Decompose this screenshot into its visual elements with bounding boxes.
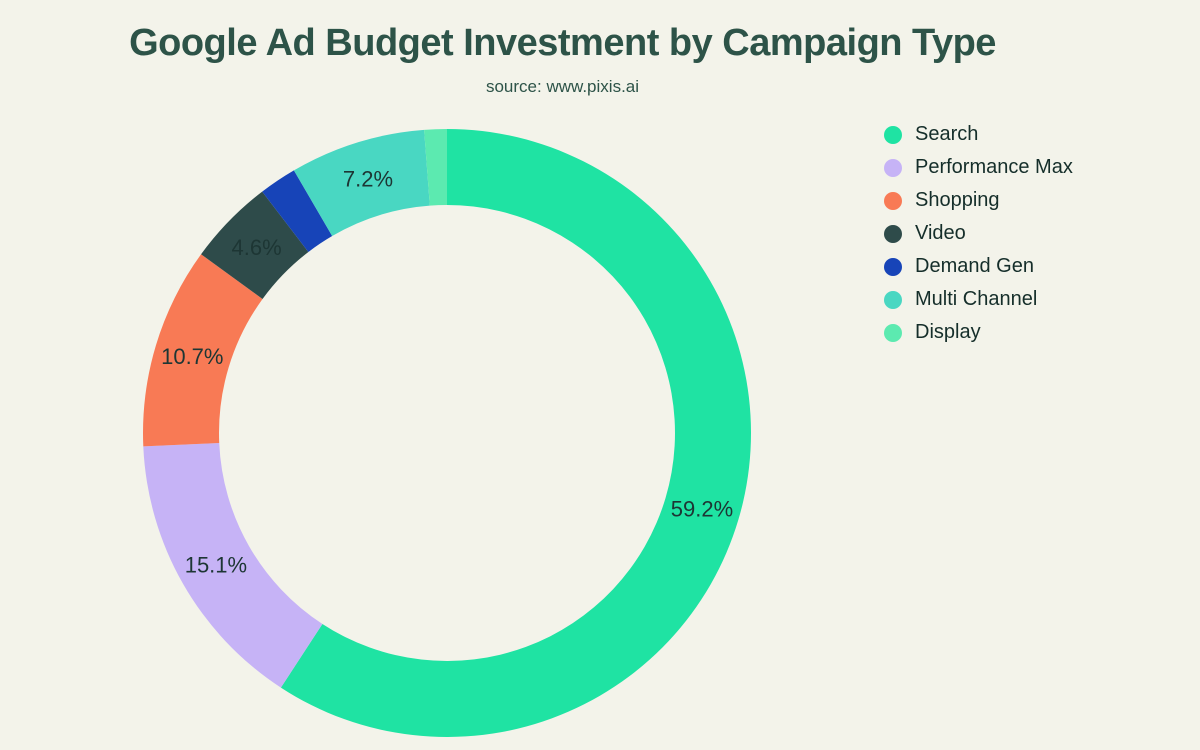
legend-label-search: Search (915, 123, 979, 145)
legend-item-search: Search (884, 123, 1073, 146)
donut-slice-multi-channel (293, 129, 430, 237)
legend-label-shopping: Shopping (915, 189, 1000, 211)
slice-label-multi-channel: 7.2% (343, 167, 393, 192)
legend-item-video: Video (884, 222, 1073, 245)
legend-swatch-multi-channel (884, 290, 902, 309)
donut-slice-demand-gen (262, 170, 333, 252)
slice-label-performance-max: 15.1% (185, 552, 247, 577)
chart-title: Google Ad Budget Investment by Campaign … (129, 22, 996, 64)
slice-label-shopping: 10.7% (161, 344, 223, 369)
legend-item-multi-channel: Multi Channel (884, 288, 1073, 311)
legend-swatch-shopping (884, 191, 902, 210)
legend-swatch-performance-max (884, 158, 902, 177)
legend-item-shopping: Shopping (884, 189, 1073, 212)
legend-swatch-display (884, 323, 902, 342)
donut-slice-search (280, 129, 752, 737)
slice-label-search: 59.2% (671, 496, 733, 521)
donut-slice-shopping (142, 254, 263, 447)
chart-header: Google Ad Budget Investment by Campaign … (0, 22, 1125, 97)
legend-swatch-video (884, 224, 902, 243)
donut-slice-display (424, 128, 447, 206)
legend-label-display: Display (915, 321, 981, 343)
legend-label-video: Video (915, 222, 966, 244)
legend-swatch-demand-gen (884, 257, 902, 276)
legend: Search Performance Max Shopping Video Demand… (884, 123, 1073, 344)
chart-subtitle: source: www.pixis.ai (485, 77, 640, 96)
slice-label-video: 4.6% (232, 235, 282, 260)
legend-label-multi-channel: Multi Channel (915, 288, 1038, 310)
legend-swatch-search (884, 125, 902, 144)
legend-label-demand-gen: Demand Gen (915, 255, 1034, 277)
donut-slice-video (201, 191, 309, 299)
legend-item-performance-max: Performance Max (884, 156, 1073, 179)
legend-label-performance-max: Performance Max (915, 156, 1073, 178)
legend-item-demand-gen: Demand Gen (884, 255, 1073, 278)
donut-slice-performance-max (143, 443, 323, 688)
legend-item-display: Display (884, 321, 1073, 344)
